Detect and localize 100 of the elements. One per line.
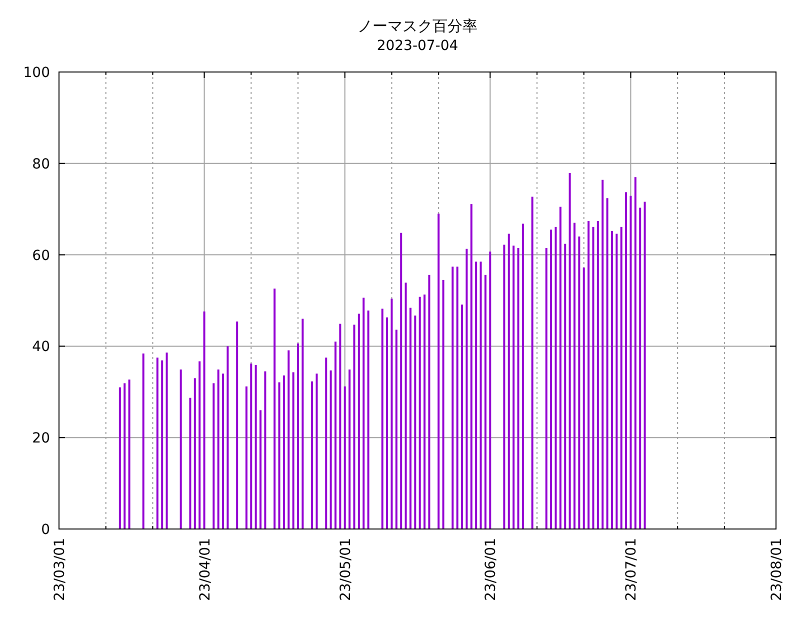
bar xyxy=(503,244,506,529)
bar xyxy=(404,282,407,529)
bar xyxy=(438,214,440,529)
bar xyxy=(278,382,280,529)
bar xyxy=(260,410,262,529)
bar xyxy=(166,352,168,529)
bar xyxy=(644,202,646,529)
bar xyxy=(531,196,534,529)
bar xyxy=(452,266,454,529)
bar xyxy=(292,372,294,529)
bar xyxy=(334,342,336,529)
bar xyxy=(588,220,590,529)
bar xyxy=(264,371,266,529)
bar xyxy=(325,358,328,529)
bar xyxy=(409,308,412,529)
bar xyxy=(545,248,548,529)
bar xyxy=(381,308,384,529)
bar xyxy=(634,177,636,529)
x-tick-label: 23/06/01 xyxy=(483,538,500,601)
bar xyxy=(390,298,393,529)
bar xyxy=(456,266,458,529)
y-tick-label: 40 xyxy=(32,339,50,356)
bar xyxy=(362,298,365,529)
bar xyxy=(620,226,622,529)
bar xyxy=(282,375,285,529)
bar xyxy=(610,231,613,529)
bar xyxy=(156,358,158,529)
bar xyxy=(512,246,515,529)
bar xyxy=(602,180,604,529)
x-tick-label: 23/04/01 xyxy=(197,538,214,601)
bar xyxy=(480,262,482,529)
bar xyxy=(522,224,524,529)
bar xyxy=(559,206,562,529)
bar xyxy=(358,314,360,529)
bar xyxy=(217,370,220,529)
bar xyxy=(203,311,206,529)
bar xyxy=(606,198,608,529)
chart-subtitle: 2023-07-04 xyxy=(376,38,458,54)
bar xyxy=(616,234,618,529)
bar xyxy=(274,288,276,529)
bar xyxy=(124,383,126,529)
bar xyxy=(517,248,520,529)
chart-title: ノーマスク百分率 xyxy=(358,17,478,35)
y-tick-label: 0 xyxy=(41,522,50,538)
bar xyxy=(578,236,580,529)
bar xyxy=(568,172,571,529)
bar xyxy=(630,196,632,529)
bar xyxy=(194,378,196,529)
bar xyxy=(400,232,402,529)
bar xyxy=(418,296,421,529)
y-tick-label: 80 xyxy=(32,156,50,172)
bar xyxy=(484,274,486,529)
bar xyxy=(428,274,430,529)
bar xyxy=(592,226,594,529)
bar xyxy=(297,343,299,529)
bar xyxy=(245,386,248,529)
bar xyxy=(254,364,257,529)
y-tick-label: 20 xyxy=(32,430,50,447)
bar xyxy=(198,361,201,529)
bar xyxy=(330,370,332,529)
x-tick-label: 23/05/01 xyxy=(338,538,354,601)
bar xyxy=(128,380,130,529)
bar xyxy=(180,370,182,529)
bar xyxy=(424,294,426,529)
bar xyxy=(508,234,510,529)
bar xyxy=(142,354,144,529)
bar xyxy=(344,386,346,529)
y-tick-label: 100 xyxy=(23,65,50,81)
bar xyxy=(386,317,388,529)
bar xyxy=(339,324,342,529)
bar xyxy=(414,316,416,529)
bar xyxy=(466,248,468,529)
bar xyxy=(489,252,492,529)
bar xyxy=(311,381,314,529)
bar xyxy=(639,208,642,529)
y-tick-label: 60 xyxy=(32,248,50,264)
bar xyxy=(625,192,628,529)
bar xyxy=(554,226,557,529)
x-tick-label: 23/07/01 xyxy=(624,538,640,601)
bar xyxy=(442,280,444,529)
bar xyxy=(573,222,576,529)
bar xyxy=(302,318,304,529)
bar xyxy=(348,370,351,529)
x-tick-label: 23/03/01 xyxy=(52,538,68,601)
bar xyxy=(395,330,398,529)
bar xyxy=(250,364,252,529)
bar xyxy=(212,383,215,529)
bar xyxy=(353,324,356,529)
bar xyxy=(189,398,192,529)
bar xyxy=(236,322,238,529)
bar xyxy=(161,360,164,529)
bar xyxy=(118,387,121,529)
bar xyxy=(461,304,464,529)
bar xyxy=(596,220,599,529)
bar xyxy=(222,374,224,529)
bar xyxy=(367,310,370,529)
bar xyxy=(550,230,552,529)
bar xyxy=(582,268,585,529)
bar xyxy=(288,350,290,529)
x-tick-label: 23/08/01 xyxy=(769,538,785,601)
